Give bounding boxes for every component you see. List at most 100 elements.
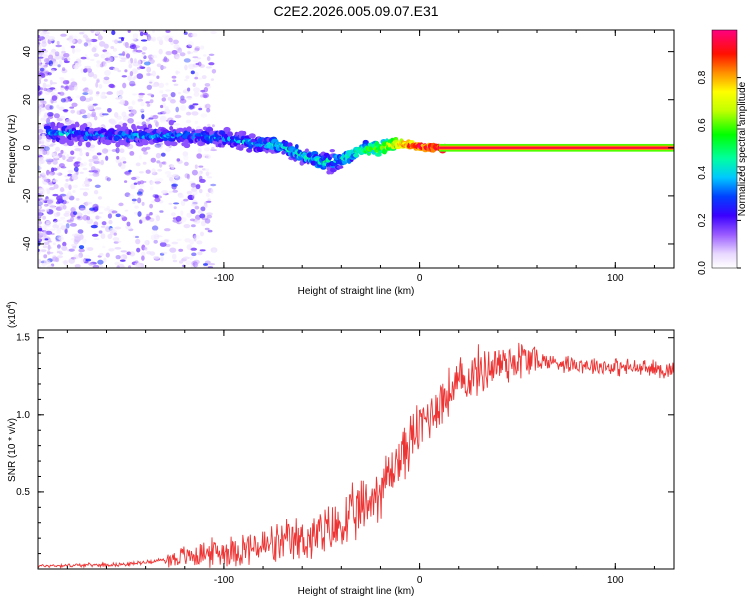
heat-cell xyxy=(117,69,122,73)
heat-cell xyxy=(155,180,161,185)
heat-cell xyxy=(49,228,56,231)
heat-cell xyxy=(200,89,205,93)
heat-cell xyxy=(75,234,82,241)
heat-cell xyxy=(137,59,141,66)
heat-cell xyxy=(62,80,70,85)
heat-cell xyxy=(74,148,81,152)
heat-cell xyxy=(47,244,51,251)
heat-cell xyxy=(70,256,77,260)
heat-cell xyxy=(193,219,201,224)
heat-cell xyxy=(151,229,158,235)
heat-cell xyxy=(67,173,73,177)
heat-band-core xyxy=(439,146,674,149)
heat-cell xyxy=(93,160,100,165)
heat-cell xyxy=(86,57,90,60)
heat-cell xyxy=(144,141,149,145)
heat-cell xyxy=(72,190,76,193)
heat-cell xyxy=(52,193,59,197)
heat-cell xyxy=(59,60,63,66)
heat-cell xyxy=(170,98,175,101)
heat-cell xyxy=(164,35,171,42)
heat-cell xyxy=(129,71,134,77)
heat-cell xyxy=(187,87,191,92)
heat-cell xyxy=(159,115,167,121)
heat-cell xyxy=(192,233,197,239)
heat-cell xyxy=(77,38,82,44)
heat-cell xyxy=(43,125,52,130)
heat-cell xyxy=(38,205,41,210)
heat-cell xyxy=(149,186,154,191)
heat-cell xyxy=(157,112,163,115)
heat-cell xyxy=(112,47,117,52)
heat-cell xyxy=(76,255,82,259)
heat-cell xyxy=(198,77,203,80)
heat-cell xyxy=(164,106,169,112)
heat-cell xyxy=(187,50,191,55)
heat-cell xyxy=(153,233,160,240)
heat-cell xyxy=(63,212,70,217)
heat-cell xyxy=(74,48,82,53)
heat-cell xyxy=(38,175,42,179)
heat-cell xyxy=(189,180,195,184)
heat-cell xyxy=(133,182,138,185)
heat-cell xyxy=(116,240,122,243)
heat-cell xyxy=(46,169,50,176)
heat-cell xyxy=(43,203,49,207)
heat-cell xyxy=(151,70,156,77)
chart-title: C2E2.2026.005.09.07.E31 xyxy=(273,3,438,19)
heat-cell xyxy=(112,237,120,241)
heat-cell xyxy=(196,57,201,60)
heat-cell xyxy=(187,51,194,54)
heat-cell xyxy=(116,155,120,160)
heat-cell xyxy=(161,66,167,69)
heat-cell xyxy=(161,192,166,196)
heat-cell xyxy=(147,35,152,41)
heat-cell xyxy=(175,70,179,75)
heat-cell xyxy=(190,183,197,188)
heat-cell xyxy=(63,58,68,63)
heat-cell xyxy=(195,214,201,221)
heat-cell xyxy=(64,85,69,91)
heat-cell xyxy=(197,210,203,214)
heat-cell xyxy=(114,261,120,266)
heat-cell xyxy=(119,59,126,63)
heat-cell xyxy=(122,161,127,164)
heat-cell xyxy=(164,171,172,175)
heat-cell xyxy=(41,41,47,48)
heat-cell xyxy=(52,242,57,246)
heat-cell xyxy=(95,93,100,97)
heat-cell xyxy=(74,84,78,91)
heat-cell xyxy=(199,249,206,252)
heat-cell xyxy=(206,56,211,62)
snr-y-scale-base: (x10 xyxy=(7,308,18,328)
heat-cell xyxy=(151,225,159,231)
heat-cell xyxy=(176,46,182,51)
heat-cell xyxy=(38,265,42,268)
heat-cell xyxy=(145,215,151,221)
heat-cell xyxy=(51,92,56,97)
heat-cell xyxy=(193,87,200,93)
heat-cell xyxy=(89,96,93,101)
heat-cell xyxy=(145,101,150,104)
heat-cell xyxy=(92,264,100,268)
heat-cell xyxy=(135,235,139,239)
x-tick-label: -100 xyxy=(214,273,234,284)
heat-cell xyxy=(205,171,210,177)
heat-cell xyxy=(45,104,53,111)
heat-cell xyxy=(60,216,65,220)
heat-cell xyxy=(194,120,199,124)
heat-cell xyxy=(185,96,193,100)
heat-cell xyxy=(91,104,97,107)
heat-cell xyxy=(82,77,87,82)
heat-cell xyxy=(206,212,213,216)
heat-cell xyxy=(205,154,211,159)
heat-cell xyxy=(141,52,146,55)
heat-cell xyxy=(55,44,62,48)
heat-cell xyxy=(146,213,151,217)
heat-cell xyxy=(82,34,88,39)
heat-cell xyxy=(246,147,253,153)
heat-cell xyxy=(156,121,160,128)
heat-cell xyxy=(67,96,71,99)
heat-cell xyxy=(51,139,56,143)
heat-cell xyxy=(68,195,75,201)
